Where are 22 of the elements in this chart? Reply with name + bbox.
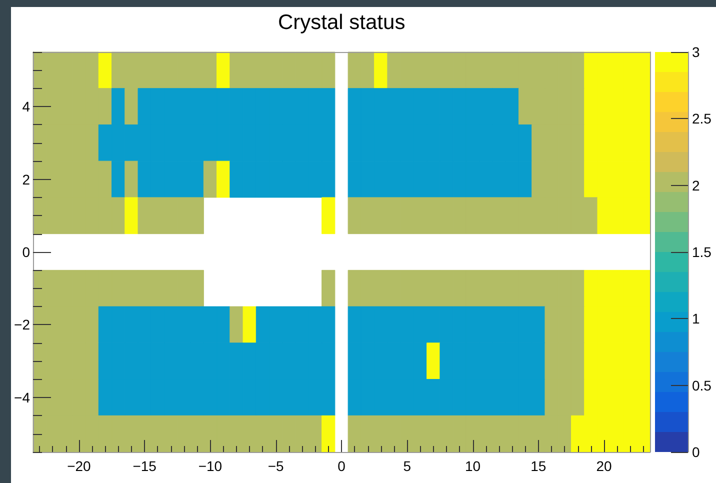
color-bar-label: 2.5 [692, 110, 712, 127]
color-bar-label: 3 [692, 44, 700, 60]
color-bar-label: 1 [692, 310, 700, 327]
color-bar-label: 0.5 [692, 377, 712, 394]
x-tick-label: 15 [530, 458, 546, 474]
x-tick-label: 0 [338, 458, 346, 474]
x-tick-label: −15 [132, 458, 157, 474]
y-tick-label: −2 [14, 316, 30, 333]
y-tick-label: −4 [14, 389, 30, 406]
x-tick-label: 5 [403, 458, 412, 474]
x-tick-label: −5 [268, 458, 284, 474]
x-tick-label: −20 [67, 458, 92, 474]
color-bar-label: 0 [692, 444, 700, 460]
x-tick-label: 10 [464, 458, 481, 474]
x-tick-label: 20 [596, 458, 612, 474]
x-tick-label: −10 [198, 458, 222, 474]
chart-title: Crystal status [278, 11, 406, 34]
color-bar-label: 2 [692, 177, 700, 194]
y-tick-label: 2 [22, 171, 30, 188]
y-tick-label: 4 [22, 98, 30, 115]
color-bar-label: 1.5 [692, 244, 712, 260]
y-tick-label: 0 [22, 244, 30, 260]
